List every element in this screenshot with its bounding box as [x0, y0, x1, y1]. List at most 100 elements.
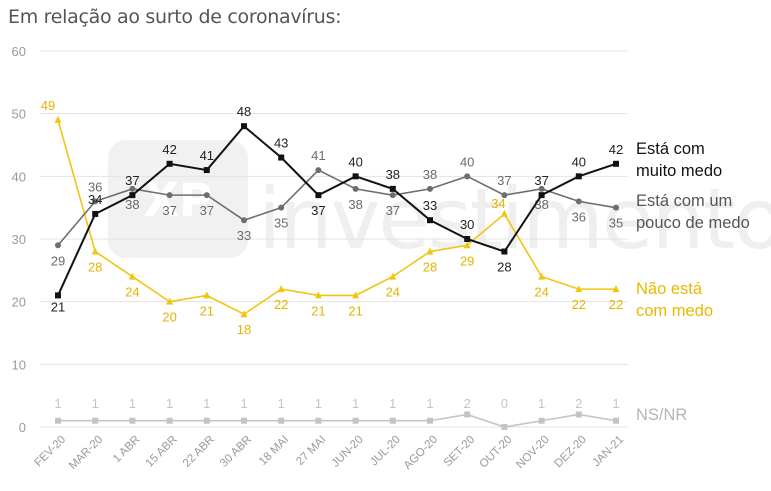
y-tick-label: 40 [12, 169, 26, 184]
data-label-pouco_medo: 37 [497, 173, 511, 188]
x-tick-label: 15 ABR [144, 434, 180, 470]
data-point-sem_medo [203, 291, 211, 299]
x-tick-label: 27 MAI [294, 434, 328, 468]
data-label-muito_medo: 37 [125, 173, 139, 188]
data-label-muito_medo: 42 [162, 142, 176, 157]
legend-label-pouco_medo: pouco de medo [636, 214, 750, 232]
data-point-nsnr [129, 417, 136, 424]
data-label-pouco_medo: 36 [572, 209, 586, 224]
data-point-sem_medo [426, 247, 434, 255]
data-label-nsnr: 1 [612, 396, 619, 411]
data-point-sem_medo [91, 247, 99, 255]
data-point-muito_medo [613, 160, 619, 167]
data-label-pouco_medo: 35 [609, 216, 623, 231]
data-point-nsnr [278, 417, 285, 424]
x-tick-label: SET-20 [442, 434, 478, 470]
data-label-nsnr: 1 [54, 396, 61, 411]
data-label-pouco_medo: 38 [125, 197, 139, 212]
data-point-pouco_medo [464, 173, 471, 180]
data-point-nsnr [538, 417, 545, 424]
data-label-pouco_medo: 37 [386, 203, 400, 218]
data-label-sem_medo: 24 [386, 285, 400, 300]
data-point-sem_medo [54, 115, 62, 123]
data-point-muito_medo [464, 236, 471, 242]
data-label-sem_medo: 28 [88, 260, 102, 275]
data-label-muito_medo: 38 [386, 167, 400, 182]
data-point-muito_medo [203, 167, 210, 174]
series-line-muito_medo [57, 124, 617, 296]
legend-label-sem_medo: com medo [636, 302, 713, 320]
data-point-pouco_medo [427, 185, 433, 192]
data-label-nsnr: 1 [389, 396, 396, 411]
data-point-sem_medo [352, 291, 360, 299]
x-tick-label: DEZ-20 [552, 434, 589, 471]
x-tick-label: 1 ABR [111, 434, 143, 466]
data-point-pouco_medo [613, 204, 619, 211]
data-point-sem_medo [500, 209, 508, 217]
x-tick-label: OUT-20 [478, 434, 515, 471]
x-tick-label: JUL-20 [368, 434, 403, 469]
data-label-pouco_medo: 37 [162, 203, 176, 218]
data-label-pouco_medo: 41 [311, 148, 325, 163]
data-label-nsnr: 2 [575, 396, 582, 411]
data-label-nsnr: 1 [315, 396, 322, 411]
data-point-nsnr [427, 417, 433, 424]
data-point-nsnr [92, 417, 99, 424]
data-point-muito_medo [241, 123, 247, 130]
data-point-sem_medo [240, 310, 248, 318]
y-tick-label: 30 [12, 232, 26, 247]
data-label-pouco_medo: 38 [423, 167, 437, 182]
data-point-sem_medo [612, 285, 620, 293]
data-label-muito_medo: 33 [423, 198, 437, 213]
legend-label-muito_medo: muito medo [636, 162, 722, 180]
data-label-muito_medo: 34 [88, 192, 102, 207]
data-point-pouco_medo [575, 198, 582, 205]
data-point-muito_medo [129, 192, 136, 199]
data-label-nsnr: 1 [538, 396, 545, 411]
data-label-sem_medo: 49 [41, 98, 55, 113]
data-label-nsnr: 1 [92, 396, 99, 411]
data-label-nsnr: 1 [352, 396, 359, 411]
series-line-nsnr [58, 413, 617, 428]
chart-title: Em relação ao surto de coronavírus: [8, 6, 342, 28]
data-point-pouco_medo [241, 217, 247, 224]
legend-label-pouco_medo: Está com um [636, 192, 732, 210]
data-label-muito_medo: 37 [311, 203, 325, 218]
data-point-muito_medo [278, 154, 285, 161]
data-label-muito_medo: 40 [348, 154, 362, 169]
data-point-muito_medo [427, 217, 433, 224]
data-point-nsnr [389, 417, 396, 424]
data-point-pouco_medo [203, 192, 210, 199]
data-label-sem_medo: 22 [274, 297, 288, 312]
data-point-pouco_medo [315, 167, 322, 174]
data-label-muito_medo: 48 [237, 104, 251, 119]
data-label-nsnr: 1 [426, 396, 433, 411]
data-point-pouco_medo [55, 242, 61, 249]
data-point-muito_medo [575, 173, 582, 180]
data-label-sem_medo: 20 [162, 310, 176, 325]
data-point-nsnr [613, 417, 619, 424]
data-point-muito_medo [389, 185, 396, 192]
series-line-sem_medo [57, 119, 616, 316]
x-tick-label: JUN-20 [330, 434, 366, 470]
data-label-pouco_medo: 35 [274, 216, 288, 231]
data-label-muito_medo: 43 [274, 136, 288, 151]
data-label-sem_medo: 24 [534, 285, 548, 300]
data-point-pouco_medo [166, 192, 173, 199]
data-label-sem_medo: 34 [491, 196, 505, 211]
data-point-sem_medo [538, 272, 546, 280]
data-label-sem_medo: 21 [348, 303, 362, 318]
data-point-nsnr [501, 424, 508, 430]
data-label-muito_medo: 30 [460, 217, 474, 232]
data-label-nsnr: 1 [278, 396, 285, 411]
data-label-sem_medo: 18 [237, 322, 251, 337]
y-tick-label: 10 [12, 357, 26, 372]
x-tick-label: MAR-20 [67, 434, 105, 472]
y-tick-label: 0 [19, 420, 26, 435]
data-point-pouco_medo [92, 198, 99, 205]
data-label-nsnr: 2 [464, 396, 471, 411]
data-label-pouco_medo: 36 [88, 179, 102, 194]
data-label-pouco_medo: 33 [237, 228, 251, 243]
data-label-nsnr: 1 [240, 396, 247, 411]
